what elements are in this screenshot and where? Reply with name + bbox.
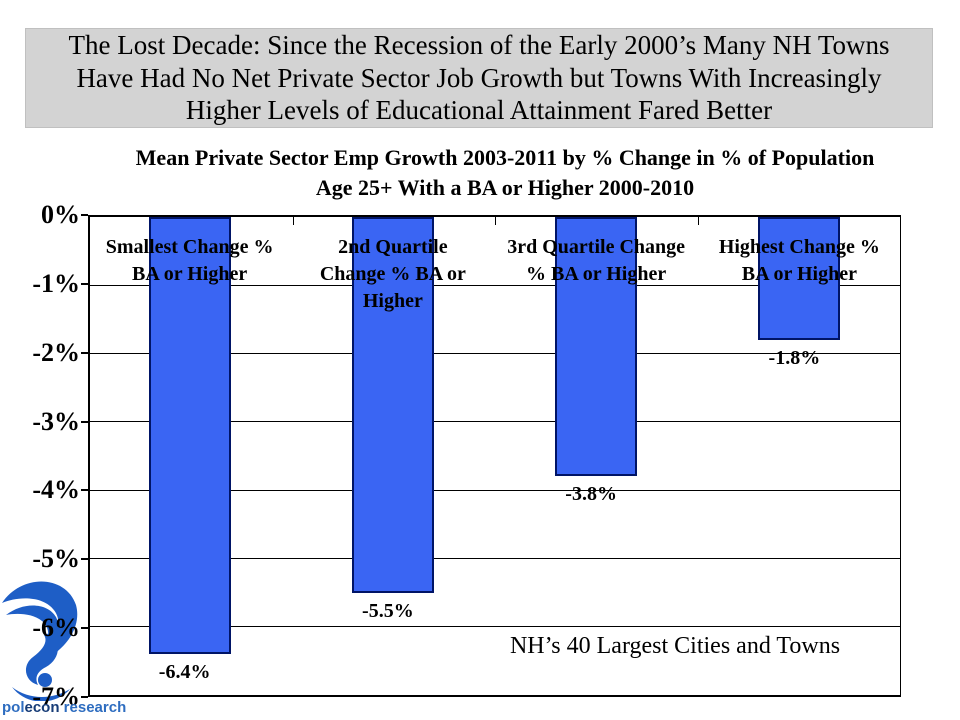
logo-wordmark-econ: econ: [24, 699, 60, 716]
category-label: 3rd Quartile Change % BA or Higher: [491, 234, 701, 288]
y-axis-tick-label: -4%: [32, 475, 80, 505]
y-axis-tick: [81, 214, 88, 216]
bar: [758, 217, 841, 340]
category-label: Highest Change % BA or Higher: [694, 234, 904, 288]
bar-value-label: -3.8%: [565, 483, 617, 506]
logo-wordmark: polecon research: [2, 699, 126, 716]
category-label-line: Higher: [362, 290, 423, 312]
bar-value-label: -1.8%: [768, 346, 821, 369]
y-axis-tick-label: 0%: [41, 200, 80, 229]
gridline: [90, 284, 900, 286]
slide-title: The Lost Decade: Since the Recession of …: [68, 29, 890, 126]
gridline: [90, 353, 900, 355]
y-axis-tick-label: -3%: [32, 406, 80, 436]
bar-value-label: -5.5%: [362, 599, 414, 622]
gridline: [90, 489, 900, 491]
y-axis-tick-label: -1%: [32, 268, 80, 298]
y-axis-tick-label: -5%: [32, 544, 80, 574]
category-label: Smallest Change % BA or Higher: [85, 234, 295, 288]
bar: [351, 217, 434, 593]
y-axis-tick-label: -6%: [32, 613, 80, 643]
y-axis-tick: [81, 282, 88, 285]
gridline: [90, 557, 900, 559]
y-axis-tick: [81, 489, 88, 492]
category-label-line: Change % BA or: [319, 263, 466, 285]
category-label-line: Highest Change %: [718, 236, 880, 258]
y-axis-tick: [81, 420, 88, 423]
polecon-logo: [0, 571, 80, 702]
gridline: [90, 421, 900, 423]
bar: [148, 217, 231, 655]
chart-title: Mean Private Sector Emp Growth 2003-2011…: [135, 145, 875, 200]
category-label-line: 3rd Quartile Change: [507, 236, 686, 258]
y-axis-tick-label: -2%: [32, 337, 80, 367]
y-axis-tick: [81, 696, 88, 698]
gridline: [90, 626, 900, 628]
category-label-line: 2nd Quartile: [338, 236, 448, 258]
logo-wordmark-research: research: [59, 699, 127, 716]
logo-wordmark-pol: pol: [2, 699, 25, 716]
category-label: 2nd Quartile Change % BA or Higher: [288, 234, 498, 315]
category-label-line: BA or Higher: [132, 263, 248, 285]
bar: [555, 217, 638, 477]
chart-annotation: NH’s 40 Largest Cities and Towns: [509, 633, 841, 659]
y-axis-tick: [81, 351, 88, 354]
slide-title-box: The Lost Decade: Since the Recession of …: [25, 28, 933, 128]
bar-value-label: -6.4%: [158, 661, 211, 684]
y-axis-tick-label: -7%: [32, 682, 80, 711]
category-label-line: Smallest Change %: [105, 236, 274, 258]
y-axis-tick: [81, 627, 88, 630]
x-axis-tick: [495, 217, 496, 225]
x-axis-tick: [292, 217, 294, 225]
category-label-line: BA or Higher: [741, 263, 857, 285]
category-label-line: % BA or Higher: [526, 263, 667, 285]
plot-area: [88, 215, 901, 697]
y-axis-tick: [81, 558, 88, 561]
x-axis-tick: [697, 217, 699, 225]
logo-swoosh-graphic: [2, 581, 78, 702]
